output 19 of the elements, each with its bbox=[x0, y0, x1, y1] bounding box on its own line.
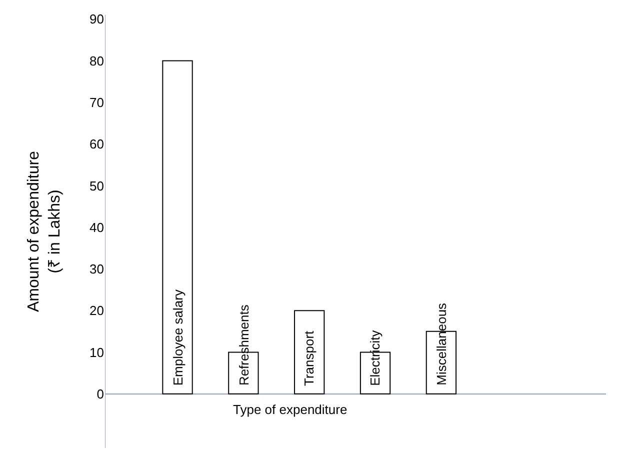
bar bbox=[162, 60, 193, 394]
y-tick-label: 40 bbox=[90, 220, 104, 235]
x-tick-label: Miscellaneous bbox=[434, 302, 450, 386]
y-tick-label: 80 bbox=[90, 53, 104, 68]
x-axis-title: Type of expenditure bbox=[233, 402, 348, 417]
x-tick-label: Transport bbox=[302, 330, 317, 386]
y-tick-label: 20 bbox=[90, 303, 104, 318]
y-tick-label: 0 bbox=[96, 386, 104, 402]
x-tick-label: Electricity bbox=[368, 330, 383, 386]
bar bbox=[294, 310, 325, 394]
y-tick-label: 30 bbox=[90, 262, 104, 277]
y-tick-label: 50 bbox=[90, 178, 104, 194]
x-tick-label: Employee salary bbox=[170, 289, 186, 386]
y-tick-label: 90 bbox=[90, 12, 104, 27]
x-tick-label: Refreshments bbox=[236, 304, 252, 386]
y-tick-label: 10 bbox=[90, 344, 104, 360]
y-tick-label: 70 bbox=[90, 94, 104, 110]
y-axis-title: Amount of expenditure (₹ in Lakhs) bbox=[26, 150, 64, 312]
y-tick-label: 60 bbox=[90, 136, 104, 152]
